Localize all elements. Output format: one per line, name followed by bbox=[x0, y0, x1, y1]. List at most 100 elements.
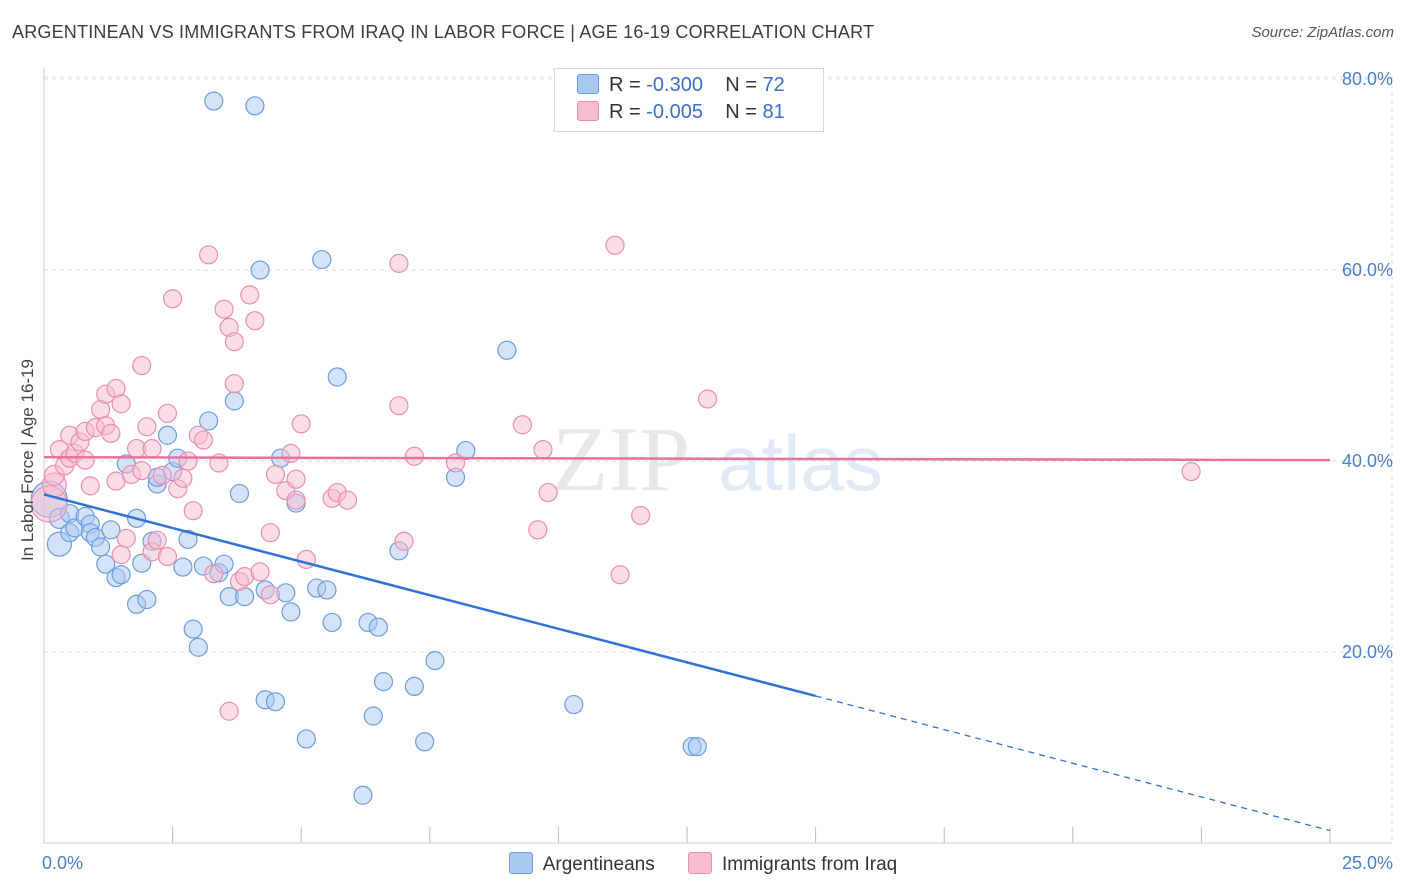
argentinean-point bbox=[204, 91, 224, 111]
argentinean-point bbox=[90, 537, 111, 557]
iraq-point bbox=[1181, 461, 1201, 482]
axes bbox=[43, 68, 1392, 844]
iraq-point bbox=[512, 415, 532, 435]
legend-n-value: 81 bbox=[762, 101, 785, 123]
argentinean-point bbox=[157, 425, 178, 445]
argentinean-point bbox=[265, 692, 286, 712]
iraq-point bbox=[111, 394, 131, 414]
iraq-point bbox=[204, 564, 224, 584]
argentinean-trend-line bbox=[43, 493, 816, 698]
argentinean-point bbox=[456, 440, 476, 461]
source-label: Source: ZipAtlas.com bbox=[1251, 24, 1394, 41]
argentinean-point bbox=[173, 557, 193, 577]
iraq-point bbox=[163, 289, 183, 309]
legend-r-value: -0.005 bbox=[646, 101, 703, 123]
iraq-point bbox=[533, 439, 553, 460]
argentinean-point bbox=[250, 260, 270, 280]
legend-label: Argentineans bbox=[542, 854, 655, 875]
iraq-point bbox=[631, 505, 651, 526]
argentinean-point bbox=[312, 249, 332, 270]
data-points bbox=[30, 91, 1201, 805]
iraq-point bbox=[214, 299, 234, 319]
iraq-point bbox=[224, 332, 244, 352]
iraq-point bbox=[697, 389, 718, 409]
iraq-point bbox=[75, 450, 95, 470]
argentinean-point bbox=[245, 96, 265, 116]
iraq-point bbox=[183, 501, 203, 521]
iraq-point bbox=[265, 464, 286, 485]
x-tick-label: 25.0% bbox=[1342, 853, 1393, 873]
legend-n-label: N = bbox=[725, 101, 763, 123]
tick-labels: 20.0% 40.0% 60.0% 80.0% 0.0% 25.0% bbox=[42, 69, 1393, 873]
legend-item-iraq: Immigrants from Iraq bbox=[687, 852, 898, 876]
legend-row-iraq: R = -0.005 N = 81 bbox=[577, 101, 785, 127]
iraq-trend-line bbox=[43, 455, 1331, 462]
iraq-point bbox=[286, 490, 306, 510]
legend-swatch-pink bbox=[687, 852, 712, 874]
argentinean-point bbox=[101, 520, 121, 540]
y-axis-title: In Labor Force | Age 16-19 bbox=[18, 359, 37, 561]
legend-label: Immigrants from Iraq bbox=[721, 854, 898, 875]
y-tick-label: 40.0% bbox=[1342, 451, 1393, 471]
iraq-point bbox=[224, 374, 244, 394]
iraq-point bbox=[291, 414, 311, 434]
argentinean-point bbox=[296, 729, 316, 749]
argentinean-point bbox=[137, 589, 157, 610]
iraq-point bbox=[152, 465, 172, 485]
iraq-point bbox=[199, 245, 219, 265]
iraq-point bbox=[538, 482, 558, 503]
argentinean-point bbox=[111, 565, 131, 585]
iraq-point bbox=[337, 490, 358, 510]
x-tick-label: 0.0% bbox=[42, 853, 83, 873]
y-tick-label: 80.0% bbox=[1342, 69, 1393, 89]
argentinean-point bbox=[178, 529, 198, 549]
iraq-point bbox=[389, 253, 409, 273]
legend-swatch-blue bbox=[508, 852, 533, 874]
iraq-point bbox=[528, 520, 548, 540]
argentinean-point bbox=[425, 651, 445, 671]
legend-r-value: -0.300 bbox=[646, 74, 703, 96]
iraq-point bbox=[245, 311, 265, 331]
legend-n-label: N = bbox=[725, 74, 763, 96]
argentinean-point bbox=[368, 617, 388, 637]
argentinean-point bbox=[96, 554, 116, 574]
iraq-point bbox=[116, 528, 136, 548]
argentinean-point bbox=[199, 411, 219, 431]
iraq-point bbox=[260, 523, 280, 543]
argentinean-point bbox=[224, 391, 244, 411]
y-tick-label: 60.0% bbox=[1342, 260, 1393, 280]
iraq-point bbox=[142, 439, 162, 459]
iraq-point bbox=[132, 460, 152, 481]
iraq-point bbox=[101, 423, 121, 443]
iraq-point bbox=[394, 531, 414, 551]
legend-r-label: R = bbox=[609, 101, 647, 123]
argentinean-point bbox=[183, 619, 203, 639]
legend-swatch-pink bbox=[577, 101, 599, 121]
argentinean-point bbox=[404, 676, 424, 697]
legend-item-argentineans: Argentineans bbox=[508, 852, 655, 876]
argentinean-point bbox=[188, 637, 208, 657]
iraq-point bbox=[111, 545, 131, 565]
iraq-point bbox=[173, 468, 193, 488]
iraq-point bbox=[178, 451, 198, 471]
iraq-point bbox=[286, 469, 306, 489]
iraq-point bbox=[157, 403, 178, 423]
iraq-point bbox=[389, 396, 409, 416]
iraq-point bbox=[219, 701, 239, 721]
legend-row-argentineans: R = -0.300 N = 72 bbox=[577, 74, 785, 100]
iraq-point bbox=[147, 530, 167, 550]
iraq-point bbox=[193, 430, 214, 450]
argentinean-point bbox=[564, 694, 584, 715]
iraq-point bbox=[80, 476, 100, 496]
iraq-point bbox=[404, 446, 424, 466]
argentinean-point bbox=[497, 340, 517, 360]
y-tick-label: 20.0% bbox=[1342, 642, 1393, 662]
iraq-point bbox=[605, 235, 625, 255]
argentinean-point bbox=[327, 367, 347, 387]
trend-lines bbox=[43, 455, 1331, 832]
argentinean-trend-extension bbox=[815, 695, 1331, 832]
argentinean-point bbox=[373, 672, 394, 692]
iraq-point bbox=[250, 562, 270, 582]
argentinean-point bbox=[322, 612, 342, 633]
